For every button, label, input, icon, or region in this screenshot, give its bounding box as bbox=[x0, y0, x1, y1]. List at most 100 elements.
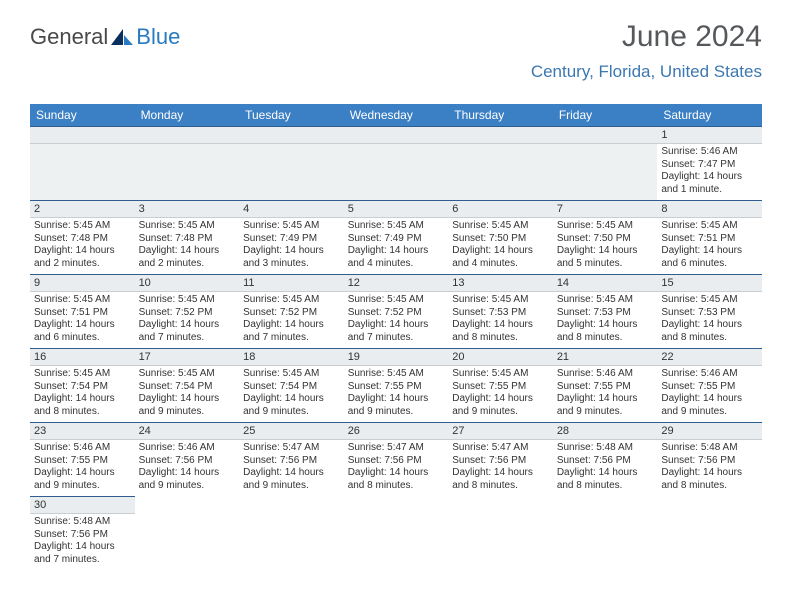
daylight-text-2: and 9 minutes. bbox=[348, 406, 445, 419]
calendar-cell: 7Sunrise: 5:45 AMSunset: 7:50 PMDaylight… bbox=[553, 201, 658, 275]
day-content: Sunrise: 5:47 AMSunset: 7:56 PMDaylight:… bbox=[344, 440, 449, 496]
daylight-text-2: and 4 minutes. bbox=[348, 258, 445, 271]
weekday-header: Thursday bbox=[448, 104, 553, 127]
daylight-text-2: and 6 minutes. bbox=[661, 258, 758, 271]
sunset-text: Sunset: 7:47 PM bbox=[661, 159, 758, 172]
sunrise-text: Sunrise: 5:46 AM bbox=[661, 368, 758, 381]
calendar-body: 1Sunrise: 5:46 AMSunset: 7:47 PMDaylight… bbox=[30, 127, 762, 571]
day-content: Sunrise: 5:45 AMSunset: 7:53 PMDaylight:… bbox=[553, 292, 658, 348]
day-content: Sunrise: 5:47 AMSunset: 7:56 PMDaylight:… bbox=[448, 440, 553, 496]
daylight-text-2: and 6 minutes. bbox=[34, 332, 131, 345]
sunset-text: Sunset: 7:55 PM bbox=[452, 381, 549, 394]
daylight-text-2: and 9 minutes. bbox=[557, 406, 654, 419]
day-content: Sunrise: 5:45 AMSunset: 7:48 PMDaylight:… bbox=[30, 218, 135, 274]
day-number: 5 bbox=[344, 201, 449, 218]
calendar-cell: 25Sunrise: 5:47 AMSunset: 7:56 PMDayligh… bbox=[239, 423, 344, 497]
sunset-text: Sunset: 7:55 PM bbox=[34, 455, 131, 468]
sunrise-text: Sunrise: 5:45 AM bbox=[557, 294, 654, 307]
day-number: 28 bbox=[553, 423, 658, 440]
brand-logo: General Blue bbox=[30, 24, 180, 50]
calendar-cell: 4Sunrise: 5:45 AMSunset: 7:49 PMDaylight… bbox=[239, 201, 344, 275]
day-content: Sunrise: 5:45 AMSunset: 7:51 PMDaylight:… bbox=[657, 218, 762, 274]
day-number: 2 bbox=[30, 201, 135, 218]
day-number: 25 bbox=[239, 423, 344, 440]
calendar-cell: 15Sunrise: 5:45 AMSunset: 7:53 PMDayligh… bbox=[657, 275, 762, 349]
calendar-cell: 1Sunrise: 5:46 AMSunset: 7:47 PMDaylight… bbox=[657, 127, 762, 201]
sunset-text: Sunset: 7:56 PM bbox=[34, 529, 131, 542]
calendar-cell: 14Sunrise: 5:45 AMSunset: 7:53 PMDayligh… bbox=[553, 275, 658, 349]
calendar-row: 1Sunrise: 5:46 AMSunset: 7:47 PMDaylight… bbox=[30, 127, 762, 201]
day-content: Sunrise: 5:47 AMSunset: 7:56 PMDaylight:… bbox=[239, 440, 344, 496]
day-content: Sunrise: 5:45 AMSunset: 7:54 PMDaylight:… bbox=[30, 366, 135, 422]
daylight-text-2: and 2 minutes. bbox=[34, 258, 131, 271]
day-content: Sunrise: 5:45 AMSunset: 7:54 PMDaylight:… bbox=[135, 366, 240, 422]
daylight-text-1: Daylight: 14 hours bbox=[348, 319, 445, 332]
sunset-text: Sunset: 7:51 PM bbox=[34, 307, 131, 320]
sunrise-text: Sunrise: 5:47 AM bbox=[348, 442, 445, 455]
day-content: Sunrise: 5:45 AMSunset: 7:52 PMDaylight:… bbox=[135, 292, 240, 348]
calendar-cell: 8Sunrise: 5:45 AMSunset: 7:51 PMDaylight… bbox=[657, 201, 762, 275]
day-number: 4 bbox=[239, 201, 344, 218]
calendar-cell: 9Sunrise: 5:45 AMSunset: 7:51 PMDaylight… bbox=[30, 275, 135, 349]
daylight-text-1: Daylight: 14 hours bbox=[557, 393, 654, 406]
daylight-text-1: Daylight: 14 hours bbox=[557, 467, 654, 480]
day-content: Sunrise: 5:46 AMSunset: 7:55 PMDaylight:… bbox=[553, 366, 658, 422]
weekday-header: Monday bbox=[135, 104, 240, 127]
day-number: 17 bbox=[135, 349, 240, 366]
daylight-text-2: and 8 minutes. bbox=[452, 480, 549, 493]
day-number: 6 bbox=[448, 201, 553, 218]
day-number: 30 bbox=[30, 497, 135, 514]
daylight-text-1: Daylight: 14 hours bbox=[139, 393, 236, 406]
sunset-text: Sunset: 7:56 PM bbox=[452, 455, 549, 468]
calendar-cell: 3Sunrise: 5:45 AMSunset: 7:48 PMDaylight… bbox=[135, 201, 240, 275]
weekday-header-row: Sunday Monday Tuesday Wednesday Thursday… bbox=[30, 104, 762, 127]
calendar-cell: 5Sunrise: 5:45 AMSunset: 7:49 PMDaylight… bbox=[344, 201, 449, 275]
day-content: Sunrise: 5:48 AMSunset: 7:56 PMDaylight:… bbox=[553, 440, 658, 496]
calendar-cell: 13Sunrise: 5:45 AMSunset: 7:53 PMDayligh… bbox=[448, 275, 553, 349]
daylight-text-2: and 2 minutes. bbox=[139, 258, 236, 271]
day-content: Sunrise: 5:45 AMSunset: 7:51 PMDaylight:… bbox=[30, 292, 135, 348]
daylight-text-1: Daylight: 14 hours bbox=[34, 467, 131, 480]
sunrise-text: Sunrise: 5:45 AM bbox=[34, 294, 131, 307]
sunset-text: Sunset: 7:55 PM bbox=[348, 381, 445, 394]
daylight-text-1: Daylight: 14 hours bbox=[139, 467, 236, 480]
daylight-text-1: Daylight: 14 hours bbox=[34, 393, 131, 406]
sunset-text: Sunset: 7:55 PM bbox=[661, 381, 758, 394]
calendar-cell: 19Sunrise: 5:45 AMSunset: 7:55 PMDayligh… bbox=[344, 349, 449, 423]
daylight-text-1: Daylight: 14 hours bbox=[452, 393, 549, 406]
daylight-text-2: and 8 minutes. bbox=[557, 332, 654, 345]
day-number: 21 bbox=[553, 349, 658, 366]
sunrise-text: Sunrise: 5:48 AM bbox=[557, 442, 654, 455]
sunrise-text: Sunrise: 5:45 AM bbox=[34, 368, 131, 381]
day-number: 14 bbox=[553, 275, 658, 292]
page-title: June 2024 bbox=[622, 20, 762, 54]
calendar-cell: 26Sunrise: 5:47 AMSunset: 7:56 PMDayligh… bbox=[344, 423, 449, 497]
calendar-cell: 11Sunrise: 5:45 AMSunset: 7:52 PMDayligh… bbox=[239, 275, 344, 349]
sunrise-text: Sunrise: 5:45 AM bbox=[348, 368, 445, 381]
sunrise-text: Sunrise: 5:47 AM bbox=[243, 442, 340, 455]
sunrise-text: Sunrise: 5:45 AM bbox=[34, 220, 131, 233]
sunrise-text: Sunrise: 5:45 AM bbox=[139, 294, 236, 307]
day-number: 11 bbox=[239, 275, 344, 292]
sunrise-text: Sunrise: 5:45 AM bbox=[243, 220, 340, 233]
sunset-text: Sunset: 7:49 PM bbox=[243, 233, 340, 246]
sunset-text: Sunset: 7:52 PM bbox=[348, 307, 445, 320]
daylight-text-2: and 9 minutes. bbox=[34, 480, 131, 493]
day-content: Sunrise: 5:45 AMSunset: 7:53 PMDaylight:… bbox=[448, 292, 553, 348]
sunset-text: Sunset: 7:54 PM bbox=[34, 381, 131, 394]
day-content: Sunrise: 5:46 AMSunset: 7:56 PMDaylight:… bbox=[135, 440, 240, 496]
sunset-text: Sunset: 7:51 PM bbox=[661, 233, 758, 246]
brand-part2: Blue bbox=[136, 24, 180, 50]
sunset-text: Sunset: 7:56 PM bbox=[348, 455, 445, 468]
daylight-text-1: Daylight: 14 hours bbox=[661, 319, 758, 332]
calendar-row: 16Sunrise: 5:45 AMSunset: 7:54 PMDayligh… bbox=[30, 349, 762, 423]
calendar-row: 2Sunrise: 5:45 AMSunset: 7:48 PMDaylight… bbox=[30, 201, 762, 275]
daylight-text-2: and 9 minutes. bbox=[139, 480, 236, 493]
sunset-text: Sunset: 7:50 PM bbox=[557, 233, 654, 246]
daylight-text-2: and 9 minutes. bbox=[452, 406, 549, 419]
day-content: Sunrise: 5:45 AMSunset: 7:49 PMDaylight:… bbox=[344, 218, 449, 274]
day-content: Sunrise: 5:45 AMSunset: 7:52 PMDaylight:… bbox=[344, 292, 449, 348]
sunset-text: Sunset: 7:56 PM bbox=[243, 455, 340, 468]
day-number: 10 bbox=[135, 275, 240, 292]
daylight-text-1: Daylight: 14 hours bbox=[243, 393, 340, 406]
